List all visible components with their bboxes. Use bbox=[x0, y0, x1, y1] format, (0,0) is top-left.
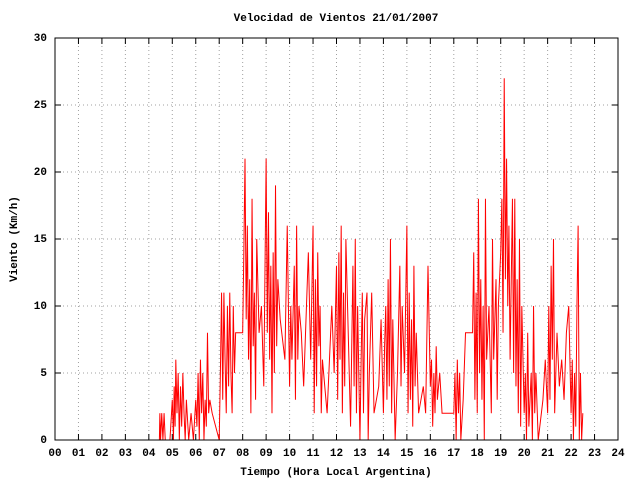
x-tick-label: 22 bbox=[564, 448, 577, 460]
x-tick-label: 18 bbox=[471, 448, 485, 460]
x-tick-label: 10 bbox=[283, 448, 296, 460]
x-tick-label: 08 bbox=[236, 448, 250, 460]
y-tick-label: 30 bbox=[34, 33, 47, 45]
x-tick-label: 15 bbox=[400, 448, 414, 460]
y-tick-label: 20 bbox=[34, 167, 47, 179]
x-tick-label: 19 bbox=[494, 448, 507, 460]
x-tick-label: 21 bbox=[541, 448, 555, 460]
x-tick-label: 11 bbox=[306, 448, 320, 460]
x-tick-label: 04 bbox=[142, 448, 156, 460]
x-tick-label: 00 bbox=[48, 448, 61, 460]
x-tick-label: 13 bbox=[353, 448, 367, 460]
x-tick-label: 03 bbox=[119, 448, 133, 460]
chart-title: Velocidad de Vientos 21/01/2007 bbox=[234, 13, 439, 25]
y-tick-label: 25 bbox=[34, 100, 48, 112]
x-tick-label: 05 bbox=[166, 448, 180, 460]
x-tick-label: 02 bbox=[95, 448, 108, 460]
x-tick-label: 12 bbox=[330, 448, 343, 460]
x-tick-label: 17 bbox=[447, 448, 460, 460]
x-tick-label: 16 bbox=[424, 448, 437, 460]
x-tick-label: 06 bbox=[189, 448, 202, 460]
x-tick-label: 24 bbox=[611, 448, 625, 460]
x-tick-label: 23 bbox=[588, 448, 602, 460]
x-tick-label: 09 bbox=[260, 448, 273, 460]
x-tick-label: 14 bbox=[377, 448, 391, 460]
x-tick-label: 20 bbox=[518, 448, 531, 460]
y-tick-label: 15 bbox=[34, 234, 48, 246]
data-line bbox=[158, 78, 584, 441]
x-tick-label: 01 bbox=[72, 448, 86, 460]
x-tick-label: 07 bbox=[213, 448, 226, 460]
plot-border bbox=[54, 37, 619, 441]
y-tick-label: 10 bbox=[34, 301, 47, 313]
y-tick-label: 0 bbox=[40, 435, 47, 447]
y-tick-label: 5 bbox=[40, 368, 47, 380]
y-axis-label: Viento (Km/h) bbox=[9, 196, 21, 282]
x-axis-label: Tiempo (Hora Local Argentina) bbox=[240, 467, 431, 479]
